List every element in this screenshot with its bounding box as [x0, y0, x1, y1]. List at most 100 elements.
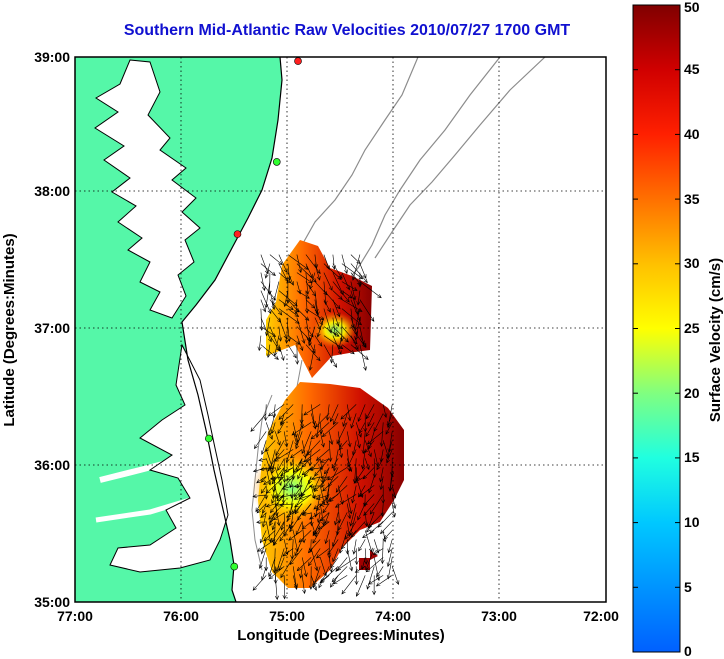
velocity-vector — [287, 326, 291, 342]
velocity-vector — [263, 404, 268, 422]
velocity-vector — [341, 344, 355, 355]
velocity-vector — [261, 503, 267, 515]
coastline — [109, 343, 229, 573]
velocity-vector — [328, 557, 333, 573]
velocity-vector — [272, 512, 285, 521]
velocity-vector — [323, 281, 328, 306]
velocity-vector — [308, 467, 321, 472]
velocity-vector — [314, 335, 323, 347]
velocity-vector — [272, 521, 277, 546]
velocity-vector — [268, 566, 285, 580]
velocity-vector — [364, 512, 369, 527]
velocity-vector — [312, 494, 321, 499]
velocity-vector — [278, 299, 294, 311]
velocity-vector — [281, 485, 294, 490]
x-tick-labels: 77:00 76:00 75:00 74:00 73:00 72:00 — [57, 608, 619, 624]
velocity-vector — [381, 485, 386, 504]
velocity-vector — [256, 503, 267, 514]
velocity-vector — [298, 494, 312, 500]
velocity-vector — [367, 413, 375, 427]
velocity-vector — [337, 485, 344, 505]
velocity-vector — [327, 467, 348, 481]
velocity-vector — [305, 254, 321, 275]
velocity-vector — [334, 512, 339, 526]
velocity-vector — [375, 575, 393, 587]
river-water — [95, 497, 191, 523]
velocity-vector — [330, 575, 339, 588]
colorbar-ticks — [633, 4, 680, 653]
colorbar-tick-label: 30 — [684, 255, 700, 271]
velocity-vector — [286, 503, 294, 522]
velocity-vector — [305, 263, 313, 279]
velocity-vector — [357, 404, 366, 423]
velocity-vector — [350, 263, 368, 284]
velocity-vector — [261, 512, 267, 528]
velocity-vector — [390, 458, 395, 477]
velocity-vector — [257, 335, 262, 352]
velocity-vector — [364, 530, 373, 553]
velocity-vector — [299, 485, 312, 496]
velocity-vector — [372, 458, 377, 478]
velocity-vector — [294, 539, 303, 557]
velocity-vector — [323, 290, 341, 310]
hf-radar-stations — [205, 57, 302, 571]
velocity-vector — [380, 539, 385, 565]
velocity-vector — [359, 281, 382, 299]
plot-frame — [74, 56, 607, 603]
velocity-vector — [387, 413, 393, 426]
velocity-vector — [250, 413, 267, 432]
velocity-vector — [319, 575, 330, 584]
velocity-vector — [294, 503, 303, 513]
velocity-vector — [305, 440, 321, 457]
velocity-vector — [364, 548, 369, 565]
velocity-vector — [278, 404, 294, 420]
velocity-vector — [260, 485, 267, 494]
station-marker — [230, 562, 239, 571]
velocity-vector — [265, 521, 272, 543]
velocity-vector — [325, 404, 330, 421]
velocity-vector — [292, 530, 299, 553]
velocity-vector — [295, 521, 303, 536]
velocity-vector — [293, 484, 303, 489]
velocity-vector — [350, 413, 357, 429]
velocity-vector — [319, 502, 330, 507]
velocity-vector — [330, 404, 339, 423]
velocity-vector — [368, 476, 375, 494]
velocity-vector — [264, 557, 269, 572]
velocity-vector — [289, 512, 303, 533]
velocity-vector — [365, 422, 375, 437]
velocity-vector — [346, 521, 351, 538]
velocity-vector — [271, 422, 276, 434]
velocity-vector — [332, 299, 341, 318]
velocity-vector — [332, 254, 337, 270]
velocity-vector — [308, 548, 321, 567]
velocity-vector — [260, 440, 267, 456]
velocity-vector — [265, 503, 276, 508]
velocity-vector — [272, 476, 277, 493]
velocity-vector — [269, 512, 276, 524]
velocity-vector — [359, 263, 367, 279]
colorbar-tick-label: 5 — [684, 579, 692, 595]
velocity-vector — [287, 344, 297, 359]
velocity-vector — [319, 431, 325, 448]
velocity-vector — [256, 539, 276, 552]
velocity-vector — [386, 449, 393, 464]
velocity-vector — [351, 254, 361, 281]
velocity-vector — [319, 485, 326, 505]
velocity-vector — [352, 539, 357, 555]
velocity-vector — [332, 413, 339, 426]
velocity-vector — [282, 458, 287, 483]
station-marker — [294, 57, 302, 65]
velocity-vector — [282, 575, 287, 600]
velocity-vector — [376, 458, 384, 471]
velocity-vector — [278, 290, 298, 307]
velocity-vector — [301, 467, 312, 476]
velocity-vector — [367, 575, 384, 585]
y-tick-labels: 39:00 38:00 37:00 36:00 35:00 — [34, 49, 70, 610]
velocity-vector — [366, 566, 375, 590]
velocity-vector — [330, 557, 339, 569]
velocity-vector — [256, 476, 267, 484]
velocity-vector — [364, 458, 370, 471]
velocity-vector — [340, 404, 357, 420]
velocity-vector — [325, 485, 330, 501]
